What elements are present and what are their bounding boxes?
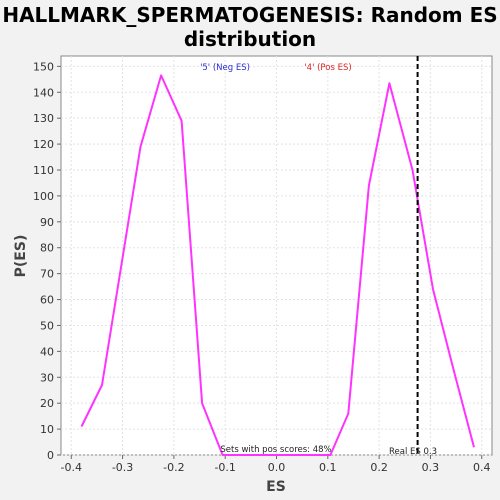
x-tick-label: 0.4 <box>473 461 491 474</box>
chart-title-line1: HALLMARK_SPERMATOGENESIS: Random ES <box>2 3 497 27</box>
x-tick-label: 0.2 <box>370 461 388 474</box>
y-tick-label: 0 <box>47 449 54 462</box>
y-tick-label: 60 <box>40 294 54 307</box>
y-tick-label: 130 <box>33 112 54 125</box>
y-tick-label: 110 <box>33 164 54 177</box>
y-tick-label: 30 <box>40 371 54 384</box>
y-tick-label: 100 <box>33 190 54 203</box>
x-tick-label: 0.3 <box>422 461 440 474</box>
distribution-line <box>80 74 475 456</box>
neg-es-label: '5' (Neg ES) <box>200 63 250 73</box>
x-tick-label: -0.2 <box>163 461 184 474</box>
x-tick-label: -0.4 <box>61 461 82 474</box>
series-layer <box>80 74 475 456</box>
x-tick-label: 0.0 <box>268 461 286 474</box>
y-tick-label: 140 <box>33 86 54 99</box>
grid-lines <box>61 56 492 456</box>
y-tick-label: 40 <box>40 345 54 358</box>
x-axis-title: ES <box>266 479 286 495</box>
y-tick-label: 10 <box>40 423 54 436</box>
real-es-label: Real ES 0.3 <box>389 447 437 457</box>
axis-ticks: -0.4 -0.3 -0.2 -0.1 0.0 0.1 0.2 0.3 0.4 0 10 20 30 40… <box>33 60 490 474</box>
y-tick-label: 50 <box>40 319 54 332</box>
x-tick-label: -0.1 <box>214 461 235 474</box>
x-tick-label: 0.1 <box>319 461 337 474</box>
y-tick-label: 70 <box>40 268 54 281</box>
y-tick-label: 120 <box>33 138 54 151</box>
pos-es-label: '4' (Pos ES) <box>304 63 351 73</box>
y-tick-label: 80 <box>40 242 54 255</box>
y-tick-label: 20 <box>40 397 54 410</box>
x-tick-label: -0.3 <box>112 461 133 474</box>
y-tick-label: 150 <box>33 60 54 73</box>
y-tick-label: 90 <box>40 216 54 229</box>
pos-scores-label: Sets with pos scores: 48% <box>220 445 331 455</box>
chart-title-line2: distribution <box>184 27 316 51</box>
y-axis-title: P(ES) <box>13 235 29 278</box>
